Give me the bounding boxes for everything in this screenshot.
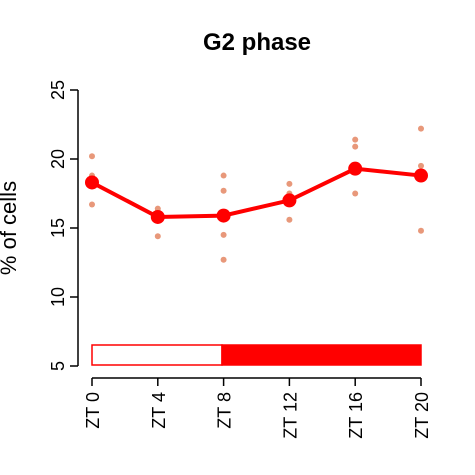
replicate-point <box>418 125 424 132</box>
replicate-point <box>220 256 227 263</box>
replicate-point <box>352 190 359 197</box>
y-tick-label: 15 <box>48 218 68 238</box>
mean-point <box>282 193 297 208</box>
y-tick-label: 25 <box>48 80 68 100</box>
y-tick-label: 5 <box>48 361 68 371</box>
replicate-point <box>286 216 293 223</box>
replicate-point <box>154 233 161 240</box>
mean-point <box>414 168 428 183</box>
mean-point <box>348 161 363 176</box>
mean-point <box>85 175 99 190</box>
mean-line <box>91 166 422 219</box>
x-tick-label: ZT 8 <box>215 392 235 429</box>
replicate-point <box>89 201 95 208</box>
y-tick-label: 20 <box>48 149 68 169</box>
chart-title: G2 phase <box>203 29 311 56</box>
dark-period <box>221 344 422 366</box>
x-tick-label: ZT 0 <box>83 392 103 429</box>
light-period <box>91 344 223 366</box>
replicate-point <box>220 172 227 179</box>
y-tick-label: 10 <box>48 287 68 307</box>
replicate-point <box>286 180 293 187</box>
x-tick-label: ZT 12 <box>280 392 300 439</box>
replicate-point <box>418 162 424 169</box>
replicate-point <box>418 227 424 234</box>
x-tick-label: ZT 4 <box>149 392 169 429</box>
x-tick-label: ZT 20 <box>412 392 432 439</box>
mean-point <box>216 208 231 223</box>
replicate-point <box>352 136 359 143</box>
replicate-point <box>89 153 95 160</box>
y-axis-label: % of cells <box>0 181 21 275</box>
replicate-point <box>220 187 227 194</box>
replicate-point <box>220 231 227 238</box>
x-tick-label: ZT 16 <box>346 392 366 439</box>
mean-point <box>150 209 165 224</box>
replicate-point <box>352 143 359 150</box>
